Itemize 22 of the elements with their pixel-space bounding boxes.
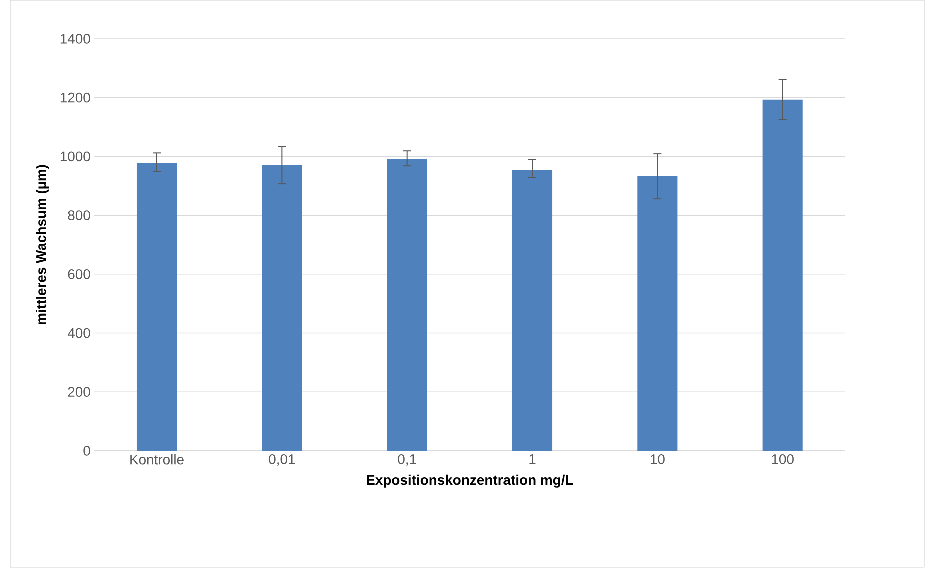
bar xyxy=(262,164,302,451)
y-axis-title: mittleres Wachsum (µm) xyxy=(36,165,50,325)
y-tick-label: 1000 xyxy=(60,152,90,162)
x-tick-label: 1 xyxy=(530,454,536,464)
bar xyxy=(512,170,553,451)
y-tick-label: 0 xyxy=(84,446,90,456)
y-tick-label: 1200 xyxy=(60,92,90,103)
x-tick-label: 0,1 xyxy=(398,454,416,466)
bar xyxy=(136,163,178,451)
bar xyxy=(387,159,428,451)
y-tick-label: 600 xyxy=(68,269,90,280)
y-tick-label: 800 xyxy=(68,210,90,220)
y-tick-label: 200 xyxy=(68,387,90,398)
bar xyxy=(638,176,678,451)
x-tick-label: 0,01 xyxy=(269,454,296,466)
y-tick-label: 1400 xyxy=(60,34,90,44)
bar xyxy=(762,100,803,451)
y-tick-label: 400 xyxy=(68,328,90,338)
x-tick-label: Kontrolle xyxy=(130,454,184,465)
x-tick-label: 100 xyxy=(772,454,794,464)
x-tick-label: 10 xyxy=(650,454,665,464)
x-axis-title: Expositionskonzentration mg/L xyxy=(367,474,574,488)
